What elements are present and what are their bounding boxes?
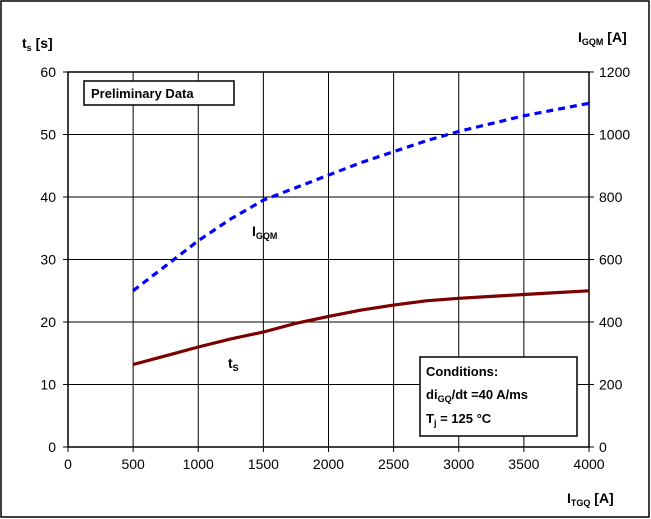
- conditions-box: [419, 356, 578, 437]
- y-right-tick-label: 200: [599, 377, 623, 393]
- y-right-tick-label: 0: [599, 439, 607, 455]
- y-left-tick-label: 20: [40, 314, 56, 330]
- y-left-tick-label: 50: [40, 127, 56, 143]
- series-label-igqm: IGQM: [252, 223, 277, 241]
- x-tick-label: 1500: [248, 456, 279, 472]
- x-tick-label: 0: [64, 456, 72, 472]
- y-right-tick-label: 600: [599, 252, 623, 268]
- ticks: 0 500 1000 1500 2000 2500 3000 3500 400001020304…: [40, 64, 630, 472]
- x-tick-label: 500: [121, 456, 145, 472]
- y-right-tick-label: 1200: [599, 64, 630, 80]
- x-tick-label: 4000: [573, 456, 604, 472]
- y-left-tick-label: 60: [40, 64, 56, 80]
- y-right-label: IGQM [A]: [578, 29, 627, 47]
- series-label-ts: tS: [228, 355, 239, 373]
- series-line-ts: [132, 289, 590, 367]
- series: [132, 101, 590, 367]
- preliminary-text: Preliminary Data: [91, 86, 194, 101]
- x-tick-label: 3000: [443, 456, 474, 472]
- conditions-title: Conditions:: [426, 364, 498, 379]
- y-left-tick-label: 0: [48, 439, 56, 455]
- y-left-tick-label: 30: [40, 252, 56, 268]
- conditions-line2: Tj = 125 °C: [426, 411, 492, 428]
- y-left-tick-label: 40: [40, 189, 56, 205]
- conditions-line1: diGQ/dt =40 A/ms: [426, 387, 528, 404]
- y-right-tick-label: 1000: [599, 127, 630, 143]
- y-right-tick-label: 400: [599, 314, 623, 330]
- series-line-igqm: [132, 101, 590, 293]
- x-tick-label: 3500: [508, 456, 539, 472]
- y-left-label: ts [s]: [22, 35, 53, 53]
- x-tick-label: 2000: [313, 456, 344, 472]
- y-left-tick-label: 10: [40, 377, 56, 393]
- y-right-tick-label: 800: [599, 189, 623, 205]
- x-tick-label: 1000: [183, 456, 214, 472]
- preliminary-box: [83, 80, 235, 106]
- x-tick-label: 2500: [378, 456, 409, 472]
- x-label: ITGQ [A]: [567, 490, 614, 508]
